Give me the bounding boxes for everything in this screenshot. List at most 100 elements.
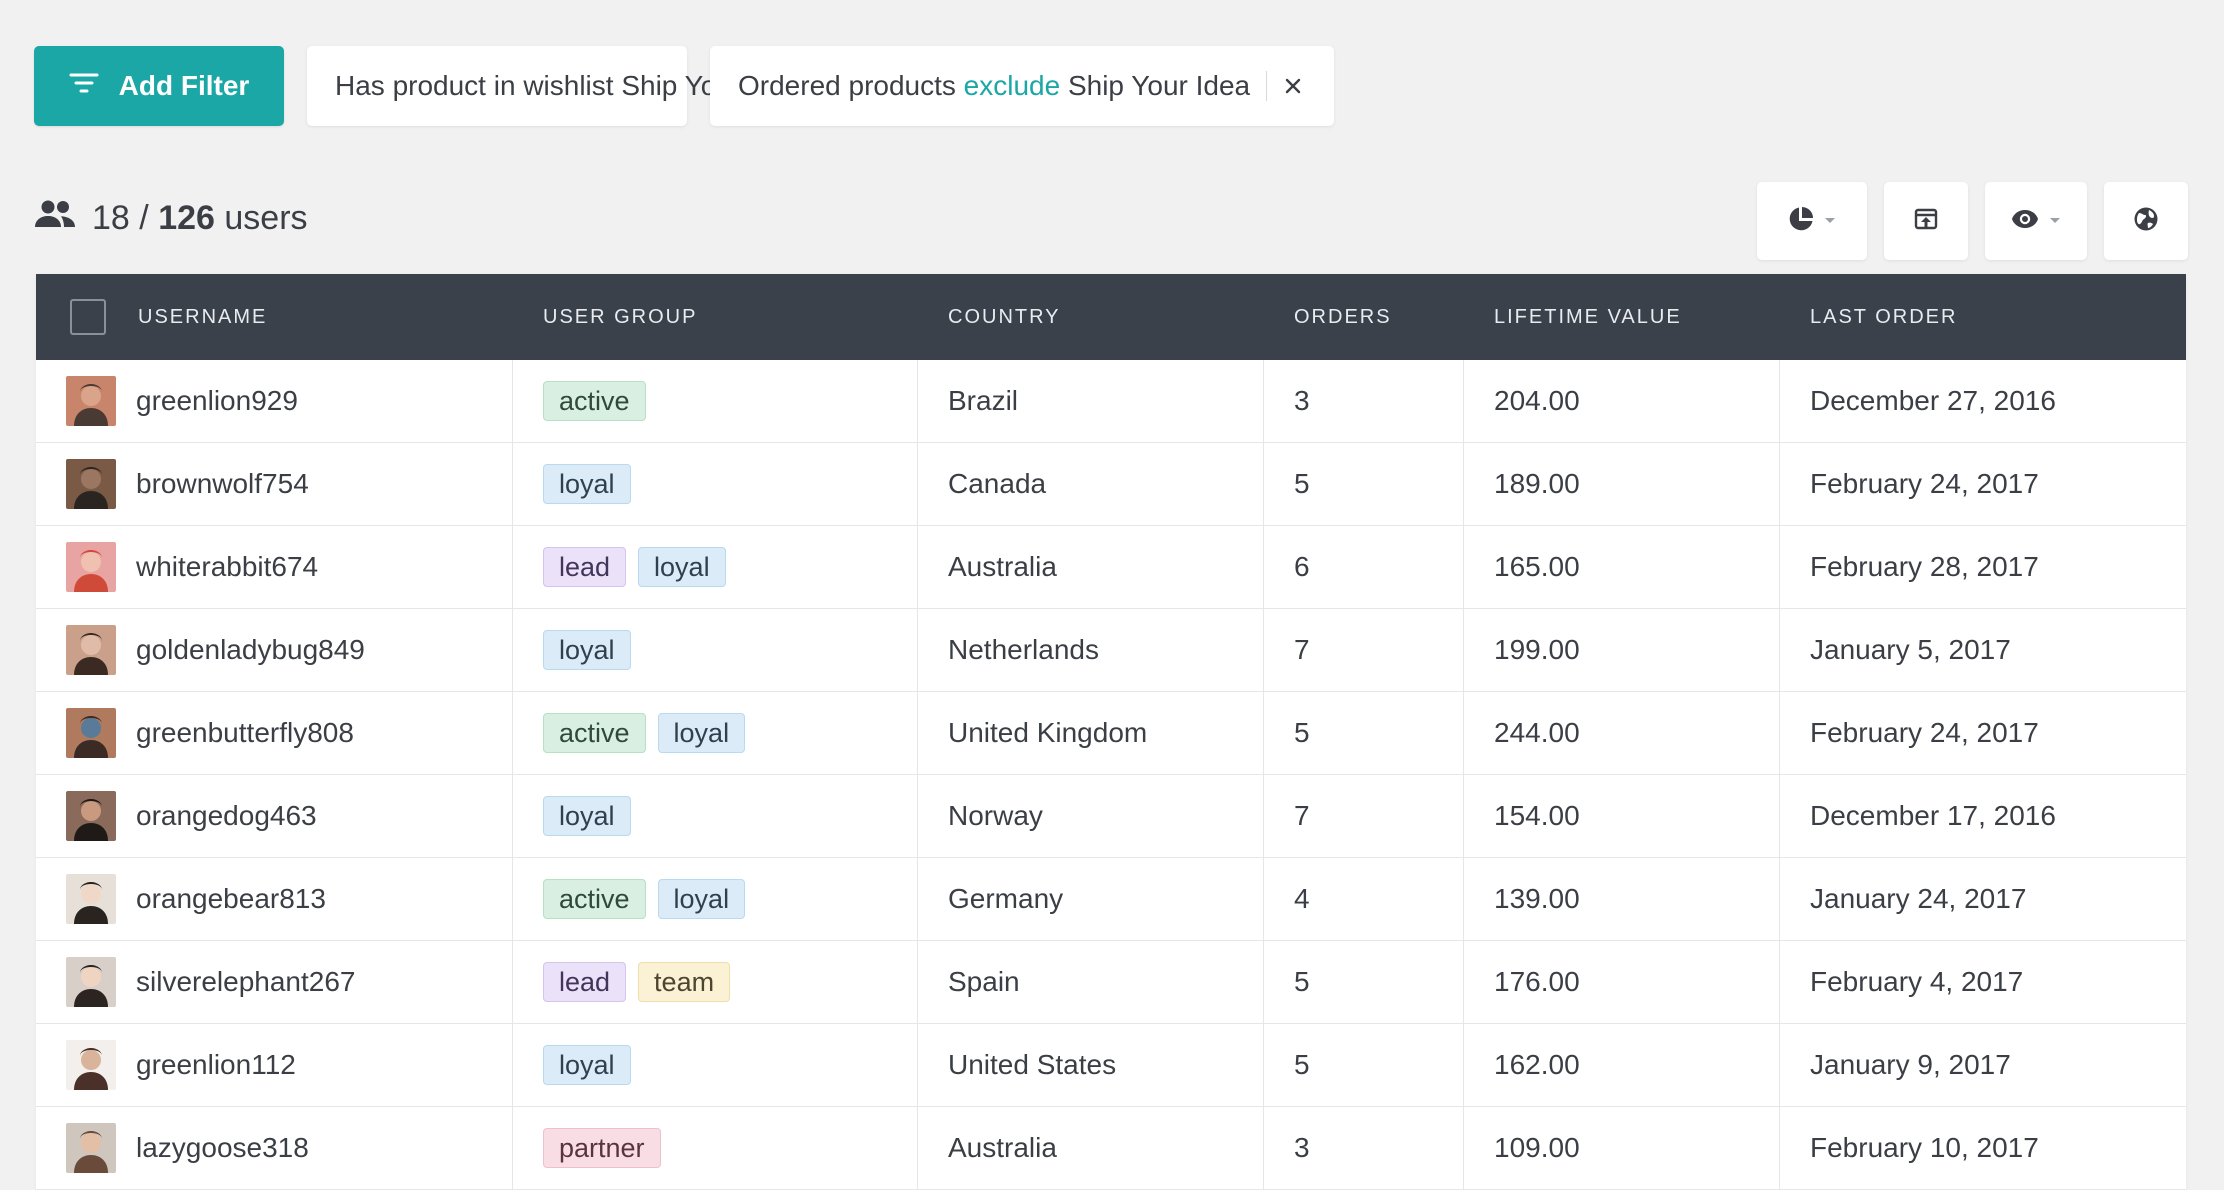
column-header-user-group[interactable]: USER GROUP bbox=[513, 274, 918, 360]
avatar bbox=[66, 625, 116, 675]
user-group-tag[interactable]: partner bbox=[543, 1128, 661, 1168]
table-row[interactable]: greenlion929 active Brazil 3 204.00 Dece… bbox=[36, 360, 2186, 443]
lifetime-value-cell: 162.00 bbox=[1464, 1024, 1780, 1106]
column-header-lifetime-value[interactable]: LIFETIME VALUE bbox=[1464, 274, 1780, 360]
user-group-tag[interactable]: active bbox=[543, 713, 646, 753]
user-group-tag[interactable]: loyal bbox=[543, 464, 631, 504]
select-all-checkbox[interactable] bbox=[70, 299, 106, 335]
avatar bbox=[66, 542, 116, 592]
table-row[interactable]: greenlion112 loyal United States 5 162.0… bbox=[36, 1024, 2186, 1107]
username-cell: whiterabbit674 bbox=[36, 526, 513, 608]
avatar bbox=[66, 1123, 116, 1173]
total-count: 126 bbox=[158, 198, 215, 237]
user-group-tag[interactable]: lead bbox=[543, 962, 627, 1002]
username-link[interactable]: whiterabbit674 bbox=[136, 551, 319, 582]
orders-cell: 7 bbox=[1264, 609, 1464, 691]
user-group-tag[interactable]: team bbox=[638, 962, 731, 1002]
avatar bbox=[66, 708, 116, 758]
username-cell: lazygoose318 bbox=[36, 1107, 513, 1189]
username-link[interactable]: orangebear813 bbox=[136, 883, 326, 914]
user-group-cell: loyal bbox=[513, 609, 918, 691]
user-group-tag[interactable]: loyal bbox=[543, 796, 631, 836]
username-link[interactable]: lazygoose318 bbox=[136, 1132, 309, 1163]
lifetime-value-cell: 204.00 bbox=[1464, 360, 1780, 442]
user-group-tag[interactable]: active bbox=[543, 381, 646, 421]
table-row[interactable]: orangedog463 loyal Norway 7 154.00 Decem… bbox=[36, 775, 2186, 858]
country-cell: Germany bbox=[918, 858, 1264, 940]
export-icon bbox=[1914, 208, 1938, 235]
user-group-cell: loyal bbox=[513, 775, 918, 857]
orders-cell: 5 bbox=[1264, 692, 1464, 774]
column-label: ORDERS bbox=[1294, 305, 1392, 328]
lifetime-value-cell: 165.00 bbox=[1464, 526, 1780, 608]
user-group-tag[interactable]: loyal bbox=[543, 630, 631, 670]
last-order-cell: December 27, 2016 bbox=[1810, 385, 2056, 416]
username-cell: greenbutterfly808 bbox=[36, 692, 513, 774]
username-link[interactable]: brownwolf754 bbox=[136, 468, 309, 499]
country-cell: United States bbox=[918, 1024, 1264, 1106]
last-order-cell: January 9, 2017 bbox=[1810, 1049, 2011, 1080]
user-group-tag[interactable]: loyal bbox=[543, 1045, 631, 1085]
column-label: USER GROUP bbox=[543, 305, 698, 328]
close-icon[interactable] bbox=[1281, 74, 1305, 98]
username-link[interactable]: greenbutterfly808 bbox=[136, 717, 354, 748]
username-link[interactable]: greenlion929 bbox=[136, 385, 298, 416]
last-order-cell: January 24, 2017 bbox=[1810, 883, 2027, 914]
country-cell: United Kingdom bbox=[918, 692, 1264, 774]
column-header-username[interactable]: USERNAME bbox=[36, 274, 513, 360]
user-group-tag[interactable]: loyal bbox=[638, 547, 726, 587]
table-row[interactable]: silverelephant267 lead team Spain 5 176.0… bbox=[36, 941, 2186, 1024]
filter-chip-ordered-products[interactable]: Ordered products exclude Ship Your Idea bbox=[710, 46, 1334, 126]
table-row[interactable]: orangebear813 active loyal Germany 4 139.… bbox=[36, 858, 2186, 941]
add-filter-label: Add Filter bbox=[118, 70, 250, 101]
avatar bbox=[66, 791, 116, 841]
table-row[interactable]: brownwolf754 loyal Canada 5 189.00 Febru… bbox=[36, 443, 2186, 526]
pie-chart-icon bbox=[1788, 206, 1814, 237]
orders-cell: 5 bbox=[1264, 443, 1464, 525]
username-link[interactable]: orangedog463 bbox=[136, 800, 317, 831]
table-row[interactable]: goldenladybug849 loyal Netherlands 7 199… bbox=[36, 609, 2186, 692]
username-link[interactable]: silverelephant267 bbox=[136, 966, 356, 997]
user-group-tag[interactable]: active bbox=[543, 879, 646, 919]
filter-operator[interactable]: exclude bbox=[963, 70, 1061, 101]
user-group-cell: active loyal bbox=[513, 858, 918, 940]
visibility-button[interactable] bbox=[1985, 182, 2087, 260]
lifetime-value-cell: 139.00 bbox=[1464, 858, 1780, 940]
globe-button[interactable] bbox=[2104, 182, 2188, 260]
table-row[interactable]: greenbutterfly808 active loyal United Kin… bbox=[36, 692, 2186, 775]
last-order-cell: February 24, 2017 bbox=[1810, 717, 2039, 748]
country-cell: Australia bbox=[918, 1107, 1264, 1189]
column-label: LAST ORDER bbox=[1810, 305, 1958, 328]
column-label: LIFETIME VALUE bbox=[1494, 305, 1682, 328]
orders-cell: 6 bbox=[1264, 526, 1464, 608]
column-header-last-order[interactable]: LAST ORDER bbox=[1780, 274, 2186, 360]
table-row[interactable]: lazygoose318 partner Australia 3 109.00 … bbox=[36, 1107, 2186, 1190]
column-header-country[interactable]: COUNTRY bbox=[918, 274, 1264, 360]
user-group-tag[interactable]: lead bbox=[543, 547, 627, 587]
export-button[interactable] bbox=[1884, 182, 1968, 260]
filter-value: Ship Your Idea bbox=[1060, 70, 1251, 101]
last-order-cell: February 4, 2017 bbox=[1810, 966, 2024, 997]
username-link[interactable]: greenlion112 bbox=[136, 1049, 296, 1080]
user-group-tag[interactable]: loyal bbox=[657, 713, 746, 753]
last-order-cell: February 10, 2017 bbox=[1810, 1132, 2039, 1163]
country-cell: Canada bbox=[918, 443, 1264, 525]
eye-icon bbox=[2011, 209, 2039, 234]
chart-button[interactable] bbox=[1757, 182, 1867, 260]
username-link[interactable]: goldenladybug849 bbox=[136, 634, 365, 665]
avatar bbox=[66, 376, 116, 426]
add-filter-button[interactable]: Add Filter bbox=[34, 46, 284, 126]
country-cell: Netherlands bbox=[918, 609, 1264, 691]
table-header: USERNAME USER GROUP COUNTRY ORDERS LIFET… bbox=[36, 274, 2186, 360]
globe-icon bbox=[2133, 206, 2159, 237]
user-count: 18 / 126 users bbox=[34, 196, 308, 240]
lifetime-value-cell: 176.00 bbox=[1464, 941, 1780, 1023]
column-header-orders[interactable]: ORDERS bbox=[1264, 274, 1464, 360]
table-row[interactable]: whiterabbit674 lead loyal Australia 6 165… bbox=[36, 526, 2186, 609]
avatar bbox=[66, 1040, 116, 1090]
user-group-tag[interactable]: loyal bbox=[657, 879, 746, 919]
username-cell: greenlion112 bbox=[36, 1024, 513, 1106]
count-text: 18 / 126 users bbox=[92, 199, 308, 238]
filter-chip-wishlist[interactable]: Has product in wishlist Ship Your Idea bbox=[307, 46, 850, 126]
